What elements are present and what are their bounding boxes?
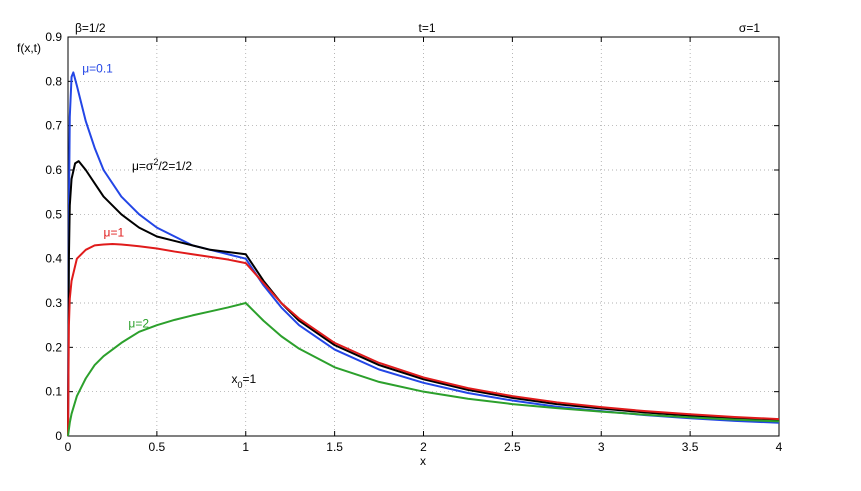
- x-tick-label: 1: [242, 440, 249, 454]
- y-tick-label: 0.1: [45, 385, 62, 399]
- series-line-1: [67, 160, 780, 437]
- y-tick-label: 0.8: [45, 74, 62, 88]
- series-line-2: [67, 243, 780, 437]
- annotation-x0-rest: =1: [243, 372, 257, 386]
- annotation-mu-half-base: μ=σ: [132, 159, 154, 173]
- annotation-mu-half-sup: 2: [153, 157, 158, 167]
- annotation-mu-0-1: μ=0.1: [82, 61, 113, 75]
- y-tick-label: 0.9: [45, 30, 62, 44]
- annotation-mu-half-rest: /2=1/2: [158, 159, 192, 173]
- y-tick-label: 0.6: [45, 163, 62, 177]
- x-tick-label: 1.5: [326, 440, 343, 454]
- left-header: β=1/2: [75, 21, 106, 35]
- x-axis-label: x: [420, 454, 426, 468]
- annotation-mu-half: μ=σ2/2=1/2: [132, 157, 192, 173]
- x-tick-label: 2: [420, 440, 427, 454]
- x-tick-label: 0: [65, 440, 72, 454]
- grid: [68, 37, 779, 436]
- series-line-3: [67, 302, 780, 437]
- x-tick-label: 3: [598, 440, 605, 454]
- y-tick-label: 0: [55, 429, 62, 443]
- x-tick-label: 2.5: [504, 440, 521, 454]
- series-group: [67, 71, 780, 437]
- x-tick-label: 0.5: [149, 440, 166, 454]
- x-tick-label: 4: [776, 440, 783, 454]
- x-tick-label: 3.5: [682, 440, 699, 454]
- y-tick-label: 0.2: [45, 340, 62, 354]
- right-header: σ=1: [739, 21, 760, 35]
- annotation-mu-1: μ=1: [104, 226, 125, 240]
- y-tick-label: 0.4: [45, 252, 62, 266]
- y-axis-label: f(x,t): [17, 41, 41, 55]
- annotation-x0-base: x: [232, 372, 238, 386]
- annotation-x0-sub: 0: [238, 380, 243, 390]
- annotation-mu-2: μ=2: [128, 316, 149, 330]
- ticks: 0 0.5 1 1.5 2 2.5 3 3.5 4 0 0.1 0.2 0.3 0.4 0.5 0.6 0.7 0…: [45, 30, 782, 454]
- y-tick-label: 0.5: [45, 207, 62, 221]
- series-line-0: [67, 71, 780, 437]
- y-tick-label: 0.7: [45, 119, 62, 133]
- chart-title: t=1: [418, 21, 435, 35]
- y-tick-label: 0.3: [45, 296, 62, 310]
- annotation-x0: x0=1: [232, 372, 257, 390]
